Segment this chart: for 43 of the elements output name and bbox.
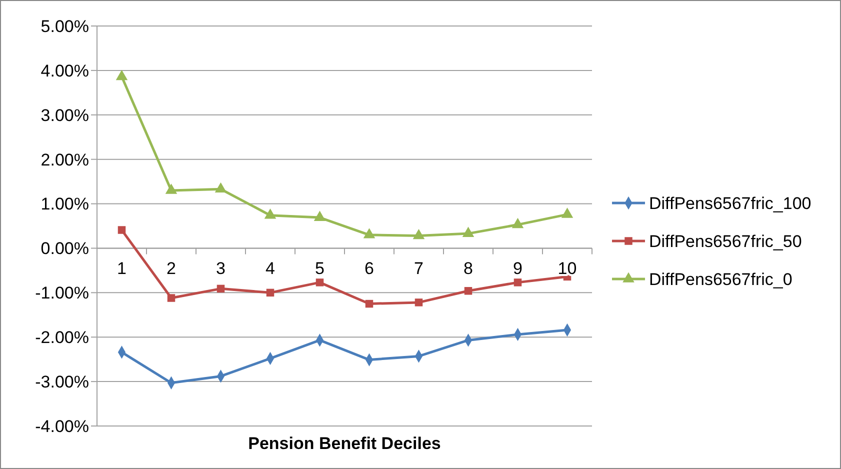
x-tick-label: 7 bbox=[414, 259, 424, 278]
point bbox=[414, 298, 423, 306]
point bbox=[514, 278, 522, 286]
y-tick-label: 1.00% bbox=[40, 194, 89, 214]
x-axis-title: Pension Benefit Deciles bbox=[248, 434, 441, 453]
x-tick-label: 8 bbox=[464, 259, 473, 278]
point bbox=[462, 226, 474, 237]
point bbox=[314, 210, 326, 221]
y-tick-label: 4.00% bbox=[40, 61, 89, 80]
point bbox=[118, 226, 126, 234]
point bbox=[464, 287, 472, 295]
y-tick-label: -2.00% bbox=[35, 328, 89, 348]
y-tick-label: -3.00% bbox=[35, 372, 89, 392]
y-tick-label: -1.00% bbox=[35, 284, 89, 303]
y-tick-label: 3.00% bbox=[40, 106, 89, 125]
point bbox=[216, 284, 225, 293]
y-tick-label: 2.00% bbox=[40, 150, 89, 170]
y-tick-label: 0.00% bbox=[40, 239, 89, 258]
point bbox=[116, 70, 128, 80]
x-tick-label: 4 bbox=[266, 259, 275, 278]
y-tick-label: -4.00% bbox=[35, 416, 89, 436]
point bbox=[214, 182, 227, 193]
point bbox=[167, 294, 176, 302]
point bbox=[412, 228, 425, 240]
x-tick-label: 10 bbox=[558, 259, 577, 278]
x-tick-label: 6 bbox=[364, 259, 374, 278]
point bbox=[561, 208, 574, 218]
point bbox=[365, 300, 374, 308]
point bbox=[363, 228, 376, 238]
point bbox=[512, 218, 524, 228]
point bbox=[266, 288, 274, 297]
x-tick-label: 9 bbox=[513, 259, 522, 278]
x-tick-label: 2 bbox=[166, 259, 176, 278]
legend-label: DiffPens6567fric_50 bbox=[649, 232, 802, 251]
legend-label: DiffPens6567fric_100 bbox=[649, 194, 812, 213]
legend-label: DiffPens6567fric_0 bbox=[649, 270, 792, 289]
x-tick-label: 3 bbox=[216, 259, 226, 278]
point bbox=[264, 208, 276, 219]
point bbox=[316, 278, 324, 286]
y-tick-label: 5.00% bbox=[40, 16, 89, 36]
x-tick-label: 5 bbox=[315, 259, 324, 278]
point bbox=[165, 184, 178, 194]
x-tick-label: 1 bbox=[117, 259, 126, 278]
